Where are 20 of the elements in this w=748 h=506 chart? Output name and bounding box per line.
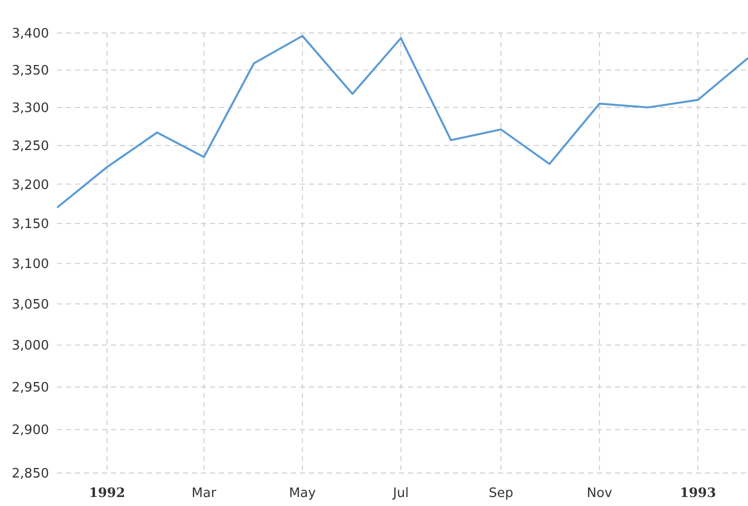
y-tick-label: 3,200 [12, 178, 49, 193]
x-tick-label: Nov [586, 486, 612, 501]
line-series [57, 34, 748, 209]
x-tick-label: 1993 [680, 486, 716, 501]
y-tick-label: 2,950 [12, 380, 49, 396]
y-tick-label: 3,400 [12, 26, 49, 42]
y-tick-label: 2,850 [12, 466, 49, 482]
y-tick-label: 3,250 [12, 139, 49, 154]
y-tick-label: 3,100 [12, 256, 49, 272]
y-tick-label: 2,900 [12, 423, 49, 438]
x-tick-label: 1992 [88, 486, 126, 501]
x-tick-label: Jul [392, 486, 409, 501]
y-tick-label: 3,150 [12, 217, 49, 232]
y-tick-label: 3,000 [12, 338, 49, 354]
y-tick-label: 3,300 [12, 101, 49, 116]
x-tick-label: Sep [488, 486, 514, 501]
y-tick-label: 3,050 [12, 297, 49, 312]
y-tick-label: 3,350 [12, 64, 49, 79]
x-tick-label: Mar [192, 486, 217, 501]
x-tick-label: May [288, 486, 316, 501]
